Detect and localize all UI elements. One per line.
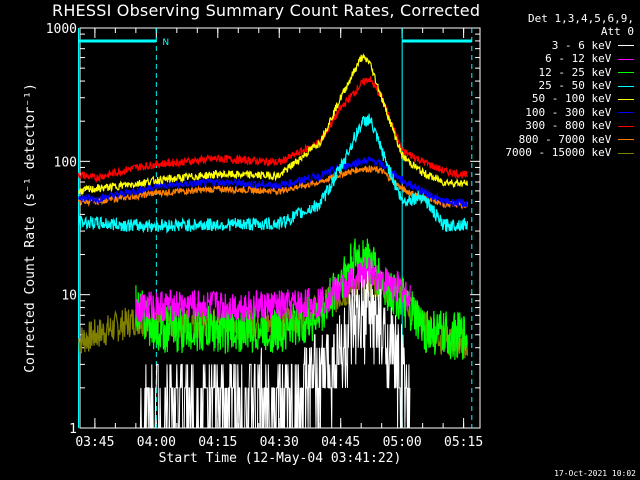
x-tick-label: 04:00 xyxy=(137,435,176,450)
y-tick-label: 10 xyxy=(61,289,77,304)
legend-item-label: 6 - 12 keV xyxy=(545,52,618,66)
legend-swatch xyxy=(618,125,634,127)
x-axis-label: Start Time (12-May-04 03:41:22) xyxy=(159,451,402,466)
series-line-5 xyxy=(77,53,468,197)
legend-header-attenuator: Att 0 xyxy=(600,25,634,39)
x-tick-label: 03:45 xyxy=(75,435,114,450)
legend-item-label: 7000 - 15000 keV xyxy=(505,146,618,160)
y-tick-label: 1 xyxy=(69,422,77,437)
generation-timestamp: 17-Oct-2021 10:02 xyxy=(554,469,636,478)
legend-item-label: 100 - 300 keV xyxy=(525,105,618,119)
legend-item-label: 25 - 50 keV xyxy=(538,79,618,93)
legend-swatch xyxy=(618,112,634,114)
series-line-6 xyxy=(77,155,468,208)
series-line-8 xyxy=(77,165,468,210)
x-tick-label: 04:15 xyxy=(198,435,237,450)
legend-item-label: 50 - 100 keV xyxy=(531,92,618,106)
legend-item-label: 12 - 25 keV xyxy=(538,65,618,79)
x-tick-label: 04:45 xyxy=(321,435,360,450)
x-tick-label: 05:00 xyxy=(383,435,422,450)
legend-swatch xyxy=(618,139,634,141)
legend-item-label: 3 - 6 keV xyxy=(551,38,618,52)
series-line-7 xyxy=(77,76,468,184)
x-tick-label: 05:15 xyxy=(444,435,483,450)
legend-item-5: 50 - 100 keV xyxy=(474,92,634,105)
legend-swatch xyxy=(618,58,634,60)
x-tick-label: 04:30 xyxy=(260,435,299,450)
legend-item-7: 300 - 800 keV xyxy=(474,119,634,132)
legend-item-3: 12 - 25 keV xyxy=(474,66,634,79)
legend-item-4: 25 - 50 keV xyxy=(474,79,634,92)
legend-swatch xyxy=(618,152,634,154)
legend-item-1: 3 - 6 keV xyxy=(474,39,634,52)
legend-swatch xyxy=(618,45,634,47)
series-line-4 xyxy=(77,113,468,234)
legend-swatch xyxy=(618,98,634,100)
legend-item-label: 800 - 7000 keV xyxy=(518,132,618,146)
legend: Det 1,3,4,5,6,9, Att 0 3 - 6 keV 6 - 12 … xyxy=(474,12,634,159)
legend-swatch xyxy=(618,72,634,74)
legend-item-8: 800 - 7000 keV xyxy=(474,133,634,146)
series-line-1 xyxy=(136,271,411,429)
legend-swatch xyxy=(618,85,634,87)
legend-header-detectors: Det 1,3,4,5,6,9, xyxy=(528,12,634,25)
legend-item-6: 100 - 300 keV xyxy=(474,106,634,119)
legend-item-9: 7000 - 15000 keV xyxy=(474,146,634,159)
saa-marker-label: N xyxy=(162,38,169,48)
y-tick-label: 1000 xyxy=(46,22,77,37)
chart-title: RHESSI Observing Summary Count Rates, Co… xyxy=(52,1,481,20)
y-tick-label: 100 xyxy=(54,155,77,170)
legend-item-2: 6 - 12 keV xyxy=(474,52,634,65)
legend-item-label: 300 - 800 keV xyxy=(525,119,618,133)
y-axis-label: Corrected Count Rate (s⁻¹ detector⁻¹) xyxy=(23,83,38,373)
